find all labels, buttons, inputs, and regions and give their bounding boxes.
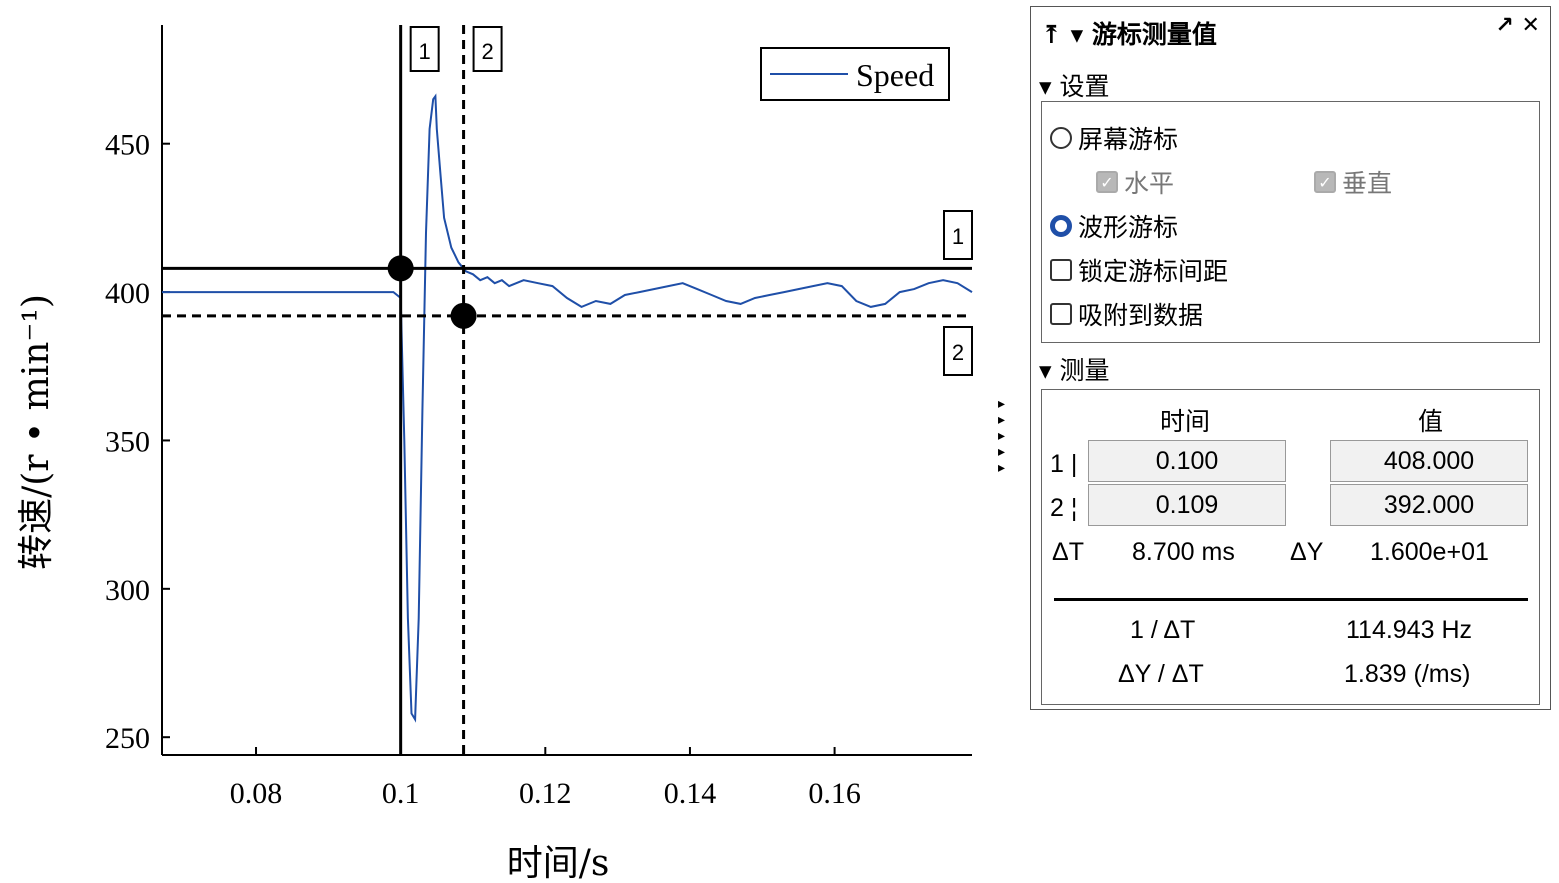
speed-chart: 0.08 0.1 0.12 0.14 0.16 250 300 350 400 450 1 2 1 2… xyxy=(16,25,973,883)
vertical-cursor-label: 1 xyxy=(419,39,431,64)
undock-close-icons[interactable]: ↗ ✕ xyxy=(1495,13,1540,38)
cursor-marker[interactable] xyxy=(387,255,414,282)
slope-value: 1.839 (/ms) xyxy=(1344,660,1471,688)
cursor1-row-label: 1 | xyxy=(1050,450,1078,478)
delta-y-label: ΔY xyxy=(1290,538,1324,566)
x-tick-label: 0.1 xyxy=(382,777,420,810)
cursor2-time-field[interactable]: 0.109 xyxy=(1088,484,1286,526)
delta-y-value: 1.600e+01 xyxy=(1370,538,1489,566)
horizontal-label: 水平 xyxy=(1124,169,1175,198)
measurement-box: 时间 值 1 | 0.100 408.000 2 ¦ 0.109 392.000… xyxy=(1041,389,1540,705)
horizontal-cursor-label: 2 xyxy=(952,340,964,365)
checkbox-icon[interactable] xyxy=(1050,303,1072,325)
x-tick-label: 0.16 xyxy=(808,777,861,810)
horizontal-checkbox: ✓ 水平 xyxy=(1096,164,1174,200)
panel-title-text: 游标测量值 xyxy=(1091,20,1217,49)
value-column-header: 值 xyxy=(1418,407,1444,436)
legend: Speed xyxy=(760,47,950,101)
y-tick-label: 400 xyxy=(105,277,150,310)
speed-line xyxy=(162,93,973,723)
screen-cursor-option[interactable]: 屏幕游标 xyxy=(1050,120,1178,156)
x-tick-label: 0.08 xyxy=(230,777,283,810)
checkbox-icon[interactable] xyxy=(1050,259,1072,281)
waveform-cursor-label: 波形游标 xyxy=(1078,213,1179,242)
x-ticks: 0.08 0.1 0.12 0.14 0.16 xyxy=(230,747,861,810)
measurement-section-toggle[interactable]: ▾ 测量 xyxy=(1039,356,1110,385)
settings-box: 屏幕游标 ✓ 水平 ✓ 垂直 波形游标 锁定游标间距 吸附到数据 xyxy=(1041,101,1540,343)
snap-to-data-checkbox[interactable]: 吸附到数据 xyxy=(1050,296,1203,332)
vertical-cursor-label-box xyxy=(472,26,503,72)
y-tick-label: 300 xyxy=(105,574,150,607)
cursor1-value-field[interactable]: 408.000 xyxy=(1330,440,1528,482)
horizontal-cursor-label-box xyxy=(943,210,973,260)
lock-spacing-label: 锁定游标间距 xyxy=(1078,257,1229,286)
waveform-cursor-option[interactable]: 波形游标 xyxy=(1050,208,1178,244)
x-tick-label: 0.12 xyxy=(519,777,572,810)
cursor2-row-label: 2 ¦ xyxy=(1050,494,1078,522)
checkbox-checked-icon: ✓ xyxy=(1314,171,1336,193)
legend-label: Speed xyxy=(856,57,934,93)
x-axis-label: 时间/s xyxy=(507,843,610,883)
vertical-checkbox: ✓ 垂直 xyxy=(1314,164,1392,200)
horizontal-cursor-label: 1 xyxy=(952,224,964,249)
x-tick-label: 0.14 xyxy=(664,777,717,810)
y-tick-label: 250 xyxy=(105,722,150,755)
delta-t-label: ΔT xyxy=(1052,538,1084,566)
settings-section-toggle[interactable]: ▾ 设置 xyxy=(1039,72,1110,101)
radio-selected-icon[interactable] xyxy=(1050,215,1072,237)
cursor-layer[interactable]: 1 2 1 2 xyxy=(162,25,973,755)
cursor2-value-field[interactable]: 392.000 xyxy=(1330,484,1528,526)
panel-title: ⤒ ▾ 游标测量值 xyxy=(1041,15,1217,51)
vertical-cursor-label: 2 xyxy=(481,39,493,64)
lock-spacing-checkbox[interactable]: 锁定游标间距 xyxy=(1050,252,1228,288)
inverse-delta-t-label: 1 / ΔT xyxy=(1130,616,1196,644)
delta-t-value: 8.700 ms xyxy=(1132,538,1235,566)
vertical-cursor-label-box xyxy=(409,26,440,72)
horizontal-cursor-label-box xyxy=(943,326,973,376)
y-ticks: 250 300 350 400 450 xyxy=(105,129,170,755)
cursor1-time-field[interactable]: 0.100 xyxy=(1088,440,1286,482)
vertical-label: 垂直 xyxy=(1342,169,1393,198)
time-column-header: 时间 xyxy=(1160,407,1211,436)
slope-label: ΔY / ΔT xyxy=(1118,660,1204,688)
axes xyxy=(161,25,972,756)
y-tick-label: 450 xyxy=(105,129,150,162)
snap-to-data-label: 吸附到数据 xyxy=(1078,301,1204,330)
y-tick-label: 350 xyxy=(105,425,150,458)
checkbox-checked-icon: ✓ xyxy=(1096,171,1118,193)
cursor-measurement-panel: ⤒ ▾ 游标测量值 ↗ ✕ ▾ 设置 屏幕游标 ✓ 水平 ✓ 垂直 波形游标 锁… xyxy=(1030,6,1551,710)
divider xyxy=(1054,598,1528,601)
cursor-marker[interactable] xyxy=(450,302,477,329)
radio-icon[interactable] xyxy=(1050,127,1072,149)
screen-cursor-label: 屏幕游标 xyxy=(1078,125,1179,154)
inverse-delta-t-value: 114.943 Hz xyxy=(1346,616,1473,644)
y-axis-label: 转速/(r • min⁻¹) xyxy=(16,294,57,570)
panel-collapse-arrows[interactable]: ▸ ▸ ▸ ▸ ▸ xyxy=(998,396,1006,476)
pin-icon[interactable]: ⤒ ▾ xyxy=(1041,20,1084,49)
